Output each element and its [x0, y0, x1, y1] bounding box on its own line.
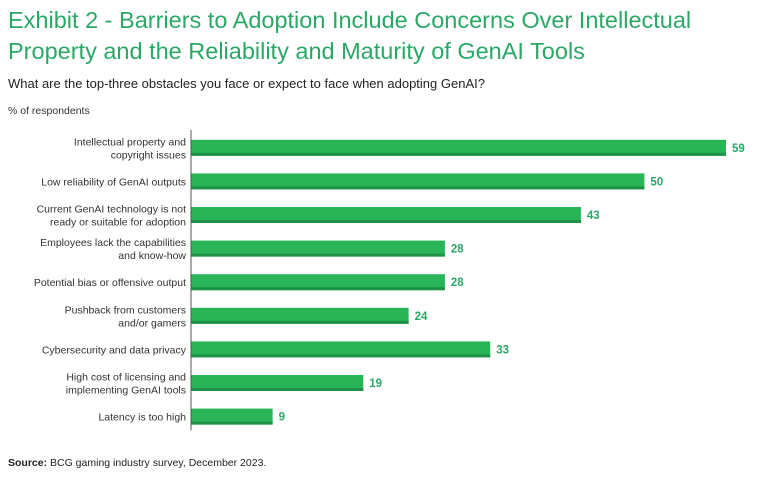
bar-value-label: 19	[369, 378, 382, 390]
category-label-line: Latency is too high	[98, 412, 186, 424]
category-label-line: and know-how	[118, 250, 186, 262]
category-label-line: Intellectual property and	[74, 136, 186, 148]
category-label: Latency is too high	[98, 412, 186, 424]
bar-shadow	[191, 287, 445, 291]
bar-shadow	[191, 320, 409, 324]
bar-shadow	[191, 186, 645, 190]
bar	[191, 274, 445, 291]
source-text: BCG gaming industry survey, December 202…	[47, 457, 267, 469]
category-label: Pushback from customers and/or gamers	[65, 304, 186, 329]
bar	[191, 207, 581, 223]
bar-value-label: 9	[279, 412, 285, 424]
bar	[191, 307, 409, 324]
bar-shadow	[191, 388, 364, 391]
category-label: Current GenAI technology is not ready or …	[37, 204, 187, 229]
chart-question: What are the top-three obstacles you fac…	[8, 76, 485, 91]
bar	[191, 240, 445, 257]
category-label-line: High cost of licensing and	[66, 372, 186, 384]
category-label-line: ready or suitable for adoption	[50, 217, 186, 229]
source-note: Source: BCG gaming industry survey, Dece…	[8, 457, 266, 469]
category-label: Intellectual property and copyright issue…	[74, 136, 186, 161]
bar-value-label: 50	[650, 176, 663, 188]
bar-value-label: 43	[587, 210, 600, 222]
bar	[191, 341, 491, 358]
bar	[191, 139, 726, 156]
category-label: Cybersecurity and data privacy	[42, 344, 187, 356]
bar-value-label: 24	[415, 311, 428, 323]
category-label-line: Potential bias or offensive output	[34, 277, 186, 289]
bar	[191, 173, 645, 190]
category-label-line: Pushback from customers	[65, 304, 186, 316]
bar-value-label: 28	[451, 277, 464, 289]
bar-value-label: 33	[496, 344, 509, 356]
bar	[191, 375, 364, 391]
category-label-line: Current GenAI technology is not	[37, 204, 186, 216]
bar	[191, 408, 273, 425]
bar-shadow	[191, 253, 445, 257]
bar-shadow	[191, 354, 491, 358]
category-label-line: copyright issues	[111, 149, 186, 161]
category-label: Employees lack the capabilities and know-…	[40, 237, 186, 262]
source-label: Source:	[8, 457, 48, 469]
category-label: High cost of licensing and implementing G…	[66, 372, 186, 397]
bar-value-label: 59	[732, 143, 745, 155]
category-label: Low reliability of GenAI outputs	[41, 176, 186, 188]
bar-shadow	[191, 152, 726, 156]
unit-label: % of respondents	[8, 105, 90, 117]
bar-value-label: 28	[451, 244, 464, 256]
bar-shadow	[191, 220, 581, 223]
category-label-line: Low reliability of GenAI outputs	[41, 176, 186, 188]
category-label-line: Cybersecurity and data privacy	[42, 344, 187, 356]
category-label-line: Employees lack the capabilities	[40, 237, 186, 249]
category-label: Potential bias or offensive output	[34, 277, 186, 289]
category-label-line: implementing GenAI tools	[66, 385, 186, 397]
bar-shadow	[191, 421, 273, 425]
bars-group: 59 Intellectual property and copyright iss…	[34, 136, 745, 425]
exhibit-title: Exhibit 2 - Barriers to Adoption Include…	[8, 7, 692, 64]
category-label-line: and/or gamers	[118, 317, 186, 329]
